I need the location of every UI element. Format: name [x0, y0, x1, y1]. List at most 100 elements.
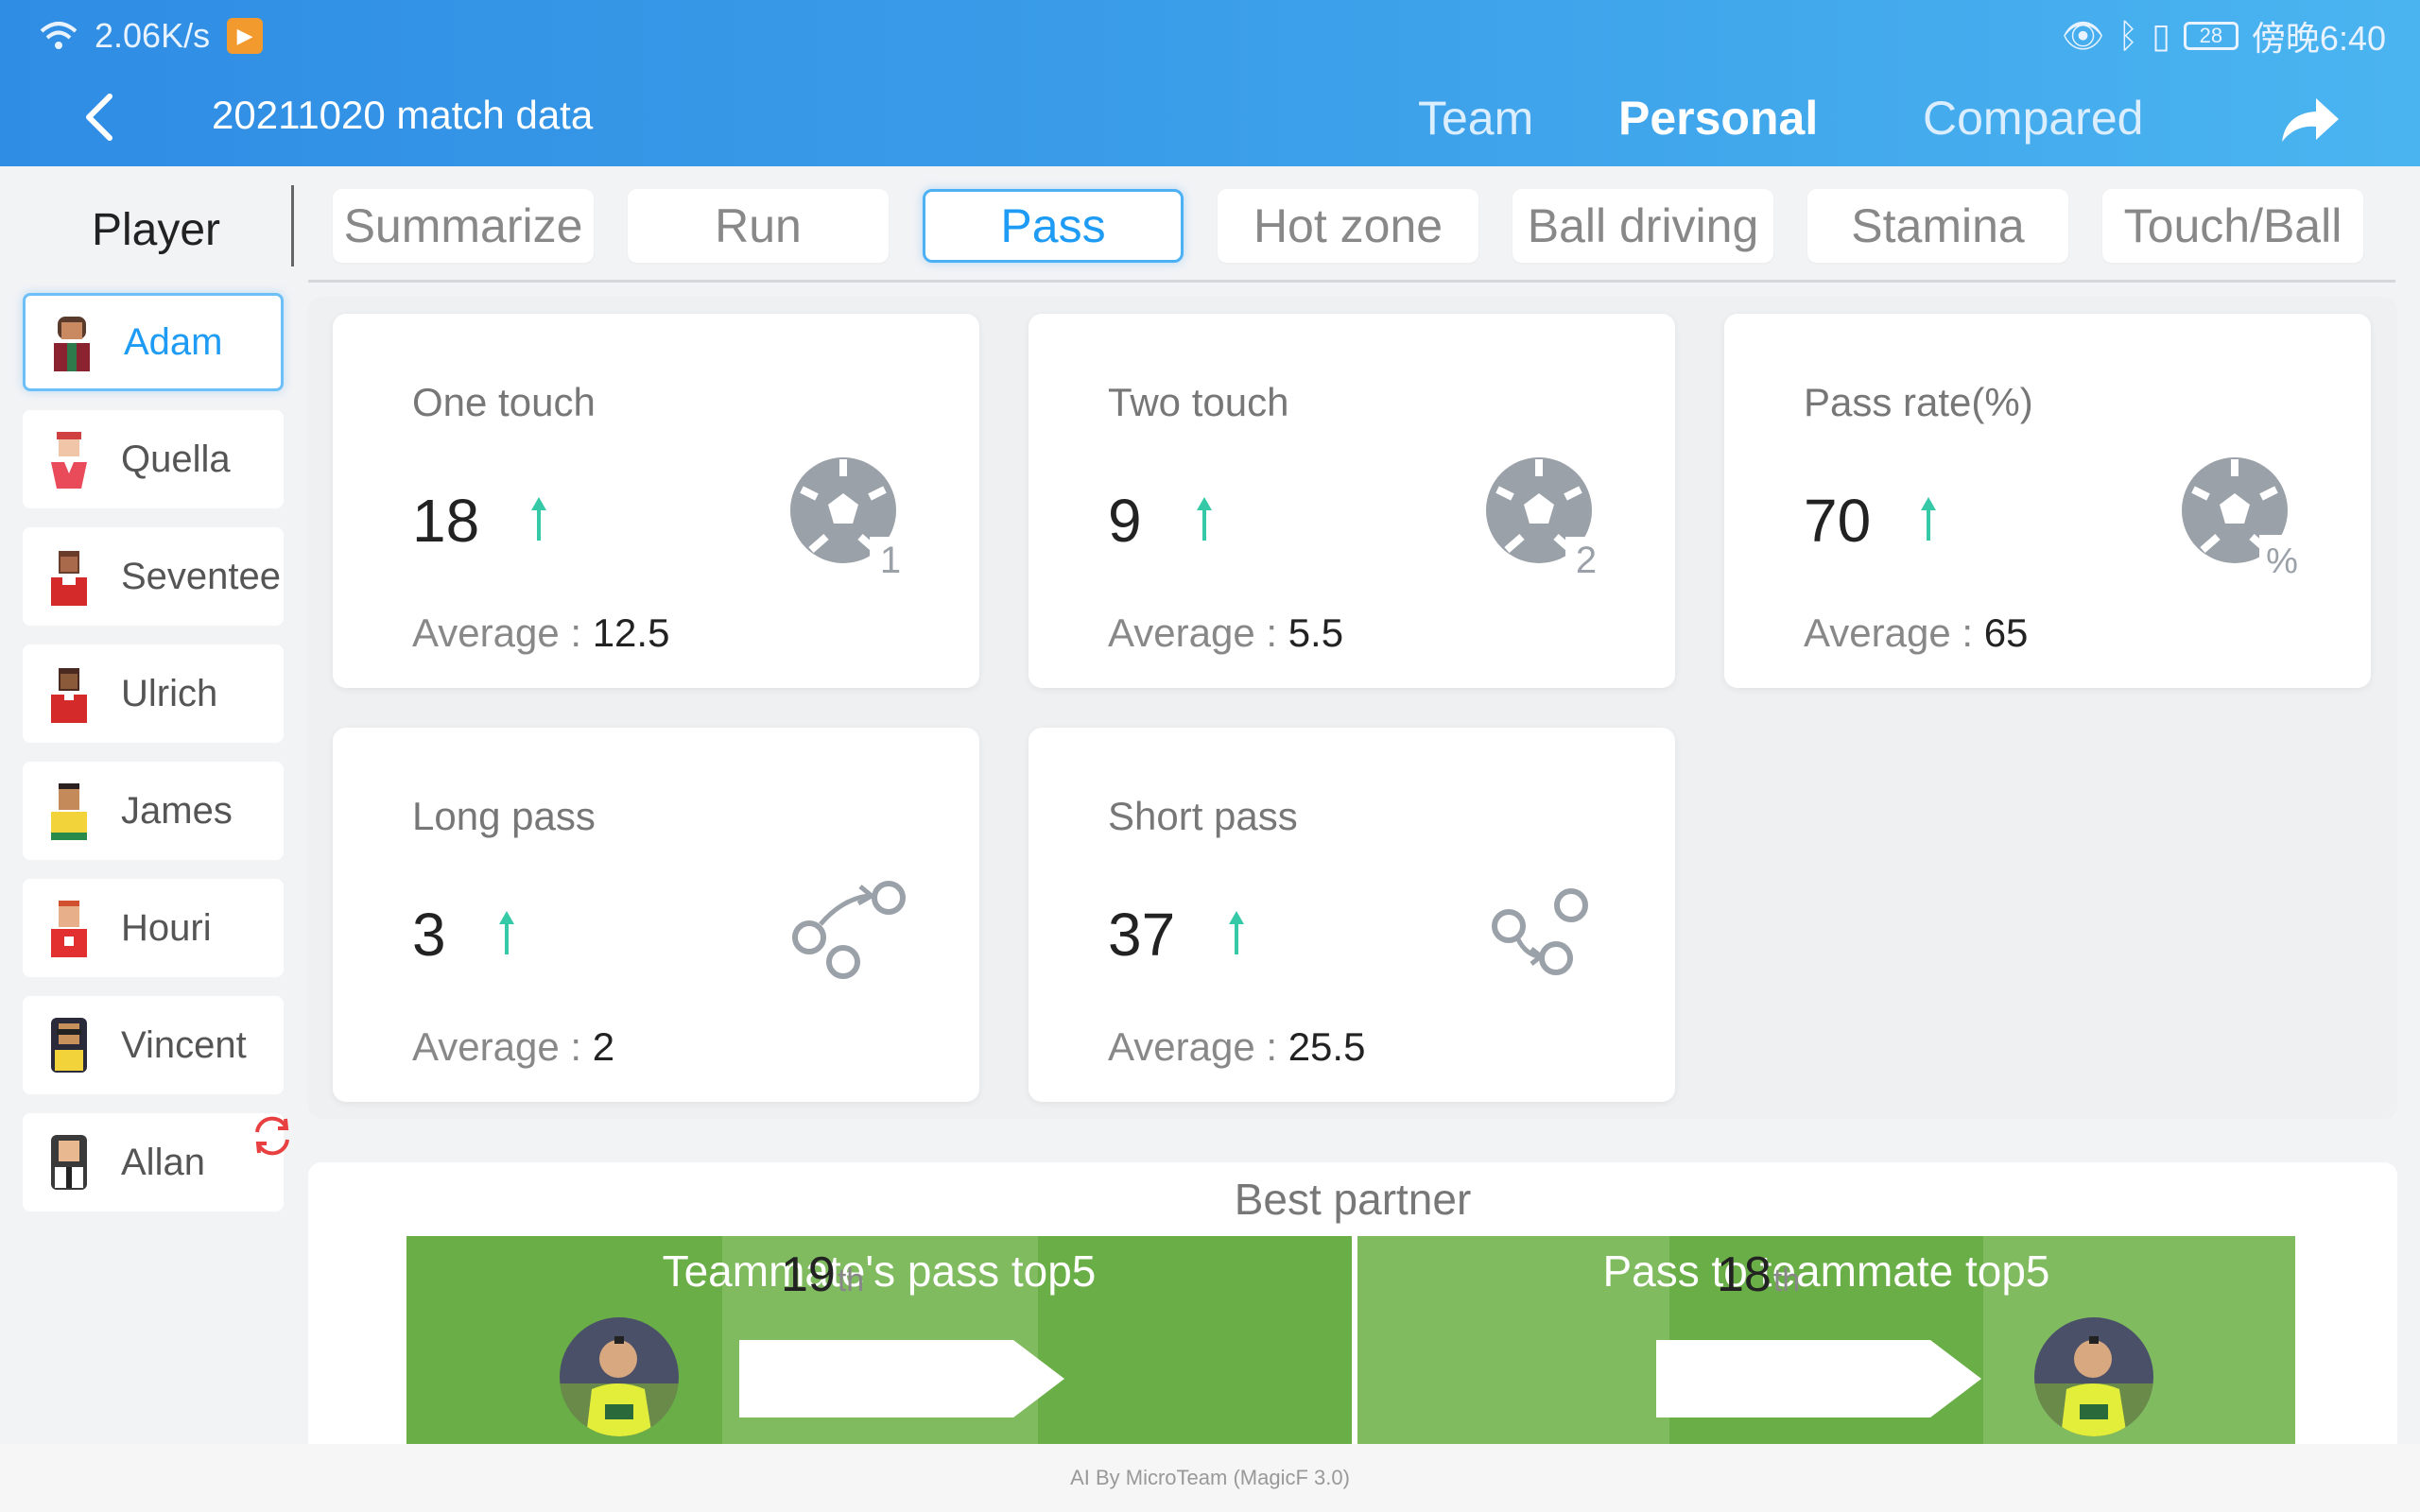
- footer-credit: AI By MicroTeam (MagicF 3.0): [0, 1444, 2420, 1512]
- stat-value: 70: [1804, 487, 1872, 555]
- stat-card-long-pass: Long pass 3 Average : 2: [333, 728, 979, 1102]
- player-name: Vincent: [121, 1023, 247, 1066]
- stat-title: One touch: [412, 380, 596, 424]
- network-speed: 2.06K/s: [95, 16, 211, 55]
- teammates-pass-top5-title: Teammate's pass top5: [662, 1246, 1097, 1296]
- svg-text:%: %: [2266, 541, 2298, 578]
- stat-value: 37: [1108, 901, 1176, 969]
- tab-compared[interactable]: Compared: [1923, 92, 2144, 145]
- subtab-underline: [308, 280, 2395, 283]
- tab-personal[interactable]: Personal: [1618, 92, 1819, 145]
- stat-value: 18: [412, 487, 480, 555]
- stat-average: Average : 5.5: [1108, 610, 1344, 655]
- player-item-houri[interactable]: Houri: [23, 879, 284, 977]
- rank-ribbon: [739, 1340, 1064, 1418]
- stat-card-pass-rate: Pass rate(%) 70 Average : 65 %: [1724, 314, 2371, 688]
- subtab-stamina[interactable]: Stamina: [1807, 189, 2068, 263]
- player-avatar: [51, 551, 87, 606]
- wifi-icon: [40, 22, 78, 49]
- status-bar-right: 👁 ᛒ ▯ 28 傍晚6:40: [2062, 13, 2386, 59]
- svg-text:1: 1: [880, 540, 901, 578]
- long-pass-icon: [792, 881, 906, 979]
- stat-category-tabs: Summarize Run Pass Hot zone Ball driving…: [333, 189, 2365, 265]
- header-divider: [291, 185, 294, 266]
- player-avatar: [51, 783, 87, 840]
- trend-up-icon: [531, 497, 546, 541]
- player-avatar: [51, 432, 87, 489]
- battery-icon: 28: [2183, 22, 2238, 50]
- short-pass-icon: [1492, 888, 1588, 975]
- share-icon[interactable]: [2276, 89, 2344, 149]
- partner-avatar: [2034, 1317, 2153, 1436]
- stat-average: Average : 25.5: [1108, 1024, 1366, 1069]
- tab-team[interactable]: Team: [1418, 92, 1534, 145]
- subtab-summarize[interactable]: Summarize: [333, 189, 594, 263]
- refresh-icon[interactable]: [248, 1111, 297, 1160]
- player-avatar: [54, 317, 90, 371]
- trend-up-icon: [1197, 497, 1212, 541]
- back-arrow-icon[interactable]: [74, 87, 127, 147]
- subtab-touch-ball[interactable]: Touch/Ball: [2102, 189, 2363, 263]
- stat-average: Average : 2: [412, 1024, 615, 1069]
- player-column-header: Player: [91, 204, 221, 255]
- app-notification-icon: ▶: [227, 18, 264, 54]
- trend-up-icon: [499, 911, 514, 954]
- player-name: Quella: [121, 438, 231, 480]
- player-avatar: [51, 901, 87, 957]
- subtab-pass[interactable]: Pass: [923, 189, 1184, 263]
- eye-icon: 👁: [2061, 16, 2105, 55]
- svg-text:2: 2: [1576, 540, 1597, 578]
- page-title: 20211020 match data: [212, 93, 594, 137]
- stat-title: Short pass: [1108, 794, 1298, 838]
- player-name: Ulrich: [121, 672, 218, 714]
- bluetooth-icon: ᛒ: [2118, 16, 2139, 55]
- stat-card-two-touch: Two touch 9 Average : 5.5 2: [1028, 314, 1675, 688]
- player-item-ulrich[interactable]: Ulrich: [23, 644, 284, 743]
- player-name: Seventee: [121, 555, 282, 597]
- stat-average: Average : 65: [1804, 610, 2029, 655]
- stat-card-one-touch: One touch 18 Average : 12.5 1: [333, 314, 979, 688]
- player-item-allan[interactable]: Allan: [23, 1113, 284, 1211]
- player-name: James: [121, 789, 233, 832]
- vibrate-icon: ▯: [2152, 16, 2170, 55]
- stat-title: Two touch: [1108, 380, 1289, 424]
- subtab-run[interactable]: Run: [628, 189, 889, 263]
- soccer-ball-2-icon: 2: [1486, 457, 1607, 578]
- stat-average: Average : 12.5: [412, 610, 670, 655]
- player-name: Houri: [121, 906, 212, 949]
- stat-value: 9: [1108, 487, 1142, 555]
- stat-card-short-pass: Short pass 37 Average : 25.5: [1028, 728, 1675, 1102]
- player-avatar: [51, 668, 87, 723]
- pass-to-teammate-top5-title: Pass to teammate top5: [1602, 1246, 2050, 1296]
- subtab-hot-zone[interactable]: Hot zone: [1218, 189, 1478, 263]
- subtab-ball-driving[interactable]: Ball driving: [1512, 189, 1773, 263]
- trend-up-icon: [1229, 911, 1244, 954]
- app-header: 2.06K/s ▶ 👁 ᛒ ▯ 28 傍晚6:40 20211020 match…: [0, 0, 2420, 166]
- stats-panel: One touch 18 Average : 12.5 1 Two touch …: [308, 297, 2397, 1119]
- stat-title: Long pass: [412, 794, 596, 838]
- rank-ribbon: [1656, 1340, 1981, 1418]
- player-name: Adam: [124, 320, 223, 363]
- player-item-james[interactable]: James: [23, 762, 284, 860]
- player-item-seventee[interactable]: Seventee: [23, 527, 284, 626]
- player-name: Allan: [121, 1141, 205, 1183]
- status-bar-left: 2.06K/s ▶: [40, 13, 264, 59]
- trend-up-icon: [1921, 497, 1936, 541]
- player-item-quella[interactable]: Quella: [23, 410, 284, 508]
- player-item-adam[interactable]: Adam: [23, 293, 284, 391]
- clock: 傍晚6:40: [2251, 19, 2386, 58]
- stat-title: Pass rate(%): [1804, 380, 2033, 424]
- soccer-ball-percent-icon: %: [2182, 457, 2303, 578]
- player-item-vincent[interactable]: Vincent: [23, 996, 284, 1094]
- partner-avatar: [560, 1317, 679, 1436]
- player-avatar: [51, 1018, 87, 1073]
- stat-value: 3: [412, 901, 446, 969]
- soccer-ball-1-icon: 1: [790, 457, 911, 578]
- player-avatar: [51, 1135, 87, 1190]
- best-partner-title: Best partner: [1234, 1175, 1472, 1224]
